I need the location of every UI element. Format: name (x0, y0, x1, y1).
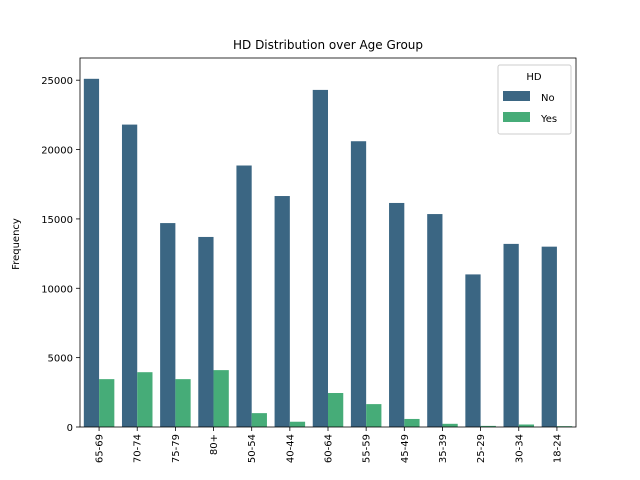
bar-no-30-34 (503, 243, 519, 427)
bar-no-45-49 (389, 202, 405, 427)
bar-no-18-24 (541, 246, 557, 427)
bar-yes-40-44 (289, 421, 306, 427)
y-tick-label: 25000 (41, 76, 73, 87)
legend-swatch-no (503, 91, 530, 101)
bar-no-80+ (198, 236, 214, 427)
bars-group (83, 78, 573, 428)
legend: HD No Yes (497, 64, 572, 135)
bar-no-70-74 (121, 124, 138, 427)
bar-yes-60-64 (328, 393, 344, 427)
x-tick-label-65-69: 65-69 (95, 434, 106, 463)
bar-no-25-29 (465, 274, 481, 427)
bar-yes-55-59 (366, 404, 382, 427)
bar-yes-18-24 (556, 426, 573, 427)
x-tick-label-45-49: 45-49 (400, 434, 411, 463)
x-tick-label-70-74: 70-74 (133, 434, 144, 463)
x-tick-label-60-64: 60-64 (324, 434, 335, 463)
x-tick-label-25-29: 25-29 (476, 434, 487, 463)
bar-no-75-79 (160, 223, 176, 427)
bar-yes-45-49 (404, 418, 420, 427)
x-tick-label-40-44: 40-44 (285, 434, 296, 463)
y-tick-label: 0 (67, 423, 73, 434)
chart-title: HD Distribution over Age Group (233, 38, 423, 52)
legend-label-no: No (541, 93, 555, 104)
bar-no-60-64 (312, 89, 328, 427)
x-tick-label-55-59: 55-59 (362, 434, 373, 463)
x-tick-label-80+: 80+ (209, 434, 220, 455)
x-tick-label-75-79: 75-79 (171, 434, 182, 463)
bar-yes-50-54 (251, 413, 267, 427)
x-axis: 65-69 70-74 75-79 80+ 50-54 40-44 60-64 55-59 45… (95, 427, 563, 463)
legend-title: HD (526, 72, 542, 83)
bar-yes-35-39 (442, 423, 458, 427)
bar-yes-30-34 (518, 424, 535, 427)
y-tick-label: 15000 (41, 215, 73, 226)
bar-yes-25-29 (480, 425, 496, 427)
bar-no-65-69 (83, 78, 100, 427)
plot-frame (79, 57, 577, 428)
y-tick-label: 10000 (41, 284, 73, 295)
bar-no-40-44 (274, 196, 290, 427)
legend-label-yes: Yes (540, 114, 557, 125)
bar-no-50-54 (236, 165, 252, 427)
y-tick-label: 5000 (48, 354, 73, 365)
x-tick-label-30-34: 30-34 (514, 434, 525, 463)
y-axis-label: Frequency (11, 218, 22, 270)
legend-swatch-yes (503, 112, 530, 122)
bar-no-55-59 (350, 141, 367, 428)
bar-yes-80+ (213, 370, 229, 427)
x-tick-label-50-54: 50-54 (247, 434, 258, 463)
y-tick-label: 20000 (41, 146, 73, 157)
bar-no-35-39 (427, 214, 443, 427)
bar-yes-70-74 (137, 372, 153, 427)
bar-yes-75-79 (175, 379, 191, 427)
x-tick-label-18-24: 18-24 (552, 434, 563, 463)
x-tick-label-35-39: 35-39 (438, 434, 449, 463)
y-axis: 0 5000 10000 15000 20000 25000 (41, 76, 80, 434)
bar-yes-65-69 (99, 379, 115, 427)
